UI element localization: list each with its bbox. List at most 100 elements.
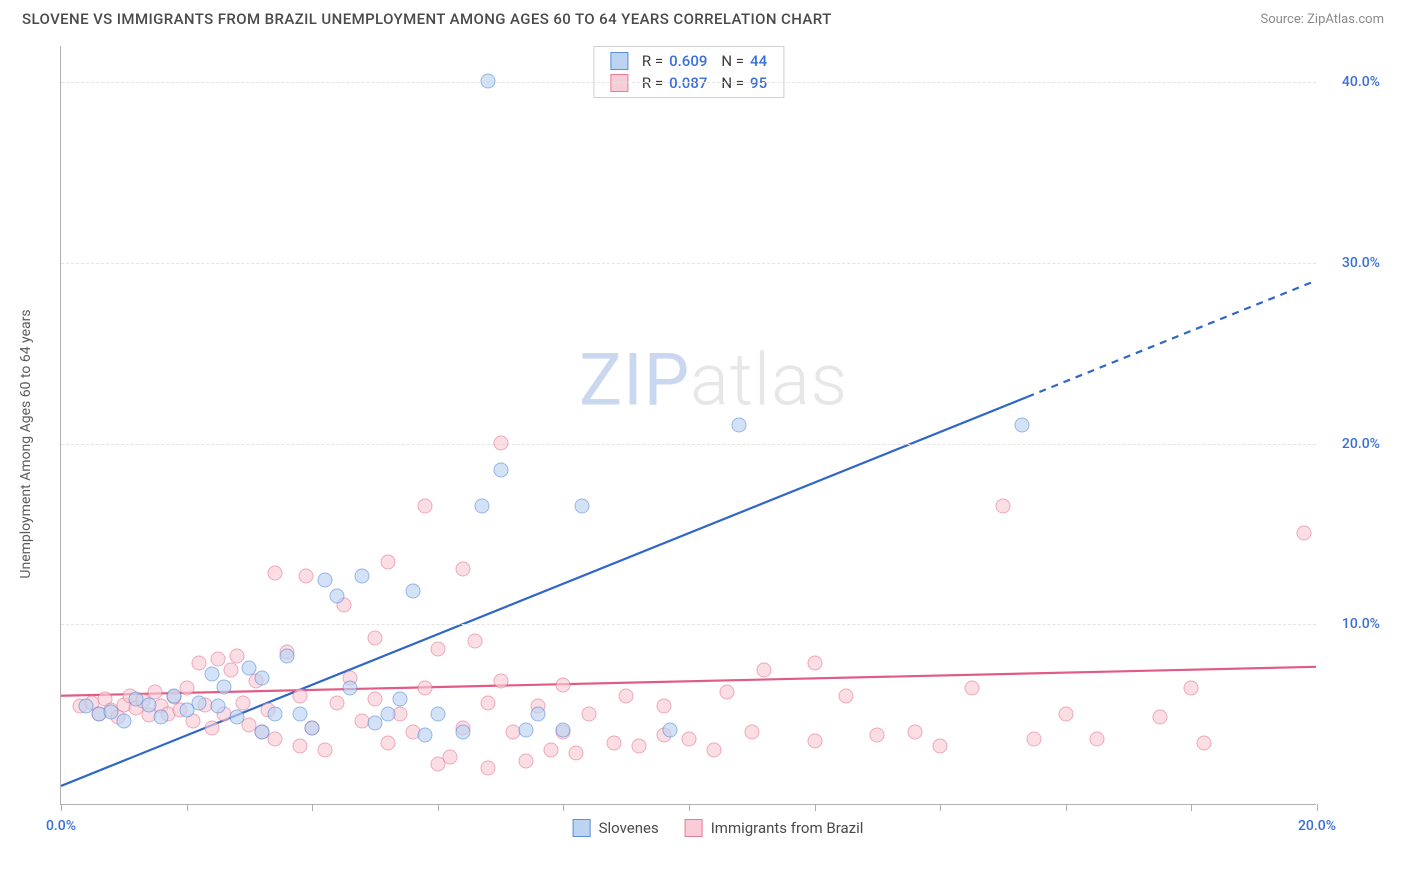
x-tick-mark: [61, 804, 62, 811]
scatter-point: [732, 417, 747, 432]
scatter-point: [606, 735, 621, 750]
scatter-point: [192, 656, 207, 671]
scatter-point: [493, 462, 508, 477]
bottom-legend: Slovenes Immigrants from Brazil: [573, 819, 864, 837]
chart-area: Unemployment Among Ages 60 to 64 years Z…: [48, 46, 1388, 841]
scatter-point: [229, 710, 244, 725]
scatter-point: [223, 663, 238, 678]
legend-swatch: [573, 819, 591, 837]
x-tick-mark: [438, 804, 439, 811]
x-tick-mark: [940, 804, 941, 811]
scatter-point: [481, 695, 496, 710]
scatter-point: [418, 681, 433, 696]
scatter-point: [996, 498, 1011, 513]
stats-legend-box: R =0.609N =44R =0.087N =95: [593, 46, 784, 98]
scatter-point: [330, 589, 345, 604]
scatter-point: [317, 742, 332, 757]
scatter-point: [342, 681, 357, 696]
x-tick-mark: [312, 804, 313, 811]
watermark-part1: ZIP: [579, 337, 690, 422]
scatter-point: [380, 706, 395, 721]
scatter-point: [757, 663, 772, 678]
scatter-point: [217, 679, 232, 694]
stats-row: R =0.609N =44: [594, 50, 783, 72]
stat-r: R =0.609: [642, 52, 707, 70]
gridline: [61, 263, 1316, 264]
scatter-point: [167, 688, 182, 703]
scatter-point: [619, 688, 634, 703]
scatter-point: [430, 706, 445, 721]
scatter-point: [908, 724, 923, 739]
scatter-point: [493, 435, 508, 450]
x-tick-mark: [1066, 804, 1067, 811]
y-tick-label: 30.0%: [1342, 255, 1380, 271]
scatter-point: [682, 731, 697, 746]
scatter-point: [556, 677, 571, 692]
scatter-point: [141, 697, 156, 712]
scatter-point: [964, 681, 979, 696]
x-tick-mark: [563, 804, 564, 811]
scatter-point: [468, 634, 483, 649]
scatter-point: [807, 656, 822, 671]
scatter-point: [154, 710, 169, 725]
scatter-point: [430, 641, 445, 656]
chart-title: SLOVENE VS IMMIGRANTS FROM BRAZIL UNEMPL…: [22, 10, 832, 28]
gridline: [61, 624, 1316, 625]
scatter-point: [443, 750, 458, 765]
trend-line-extrapolated: [1027, 281, 1316, 397]
scatter-point: [575, 498, 590, 513]
scatter-point: [267, 706, 282, 721]
scatter-point: [254, 724, 269, 739]
x-tick-mark: [187, 804, 188, 811]
legend-label: Immigrants from Brazil: [711, 819, 864, 837]
scatter-point: [719, 684, 734, 699]
scatter-point: [1014, 417, 1029, 432]
x-tick-mark: [1191, 804, 1192, 811]
scatter-point: [368, 630, 383, 645]
gridline: [61, 444, 1316, 445]
scatter-point: [1196, 735, 1211, 750]
scatter-point: [474, 498, 489, 513]
scatter-point: [280, 648, 295, 663]
x-tick-mark: [1317, 804, 1318, 811]
scatter-point: [455, 724, 470, 739]
x-tick-mark: [689, 804, 690, 811]
scatter-point: [418, 498, 433, 513]
scatter-point: [368, 692, 383, 707]
scatter-point: [493, 674, 508, 689]
x-tick-label: 20.0%: [1298, 818, 1336, 834]
scatter-point: [292, 739, 307, 754]
y-tick-label: 40.0%: [1342, 74, 1380, 90]
scatter-point: [839, 688, 854, 703]
scatter-point: [330, 695, 345, 710]
scatter-point: [305, 721, 320, 736]
scatter-point: [192, 695, 207, 710]
scatter-point: [418, 728, 433, 743]
title-bar: SLOVENE VS IMMIGRANTS FROM BRAZIL UNEMPL…: [0, 0, 1406, 34]
x-tick-mark: [815, 804, 816, 811]
scatter-point: [380, 735, 395, 750]
scatter-point: [870, 728, 885, 743]
scatter-point: [267, 565, 282, 580]
scatter-point: [380, 554, 395, 569]
source-label: Source: ZipAtlas.com: [1260, 12, 1384, 27]
scatter-point: [707, 742, 722, 757]
scatter-point: [556, 722, 571, 737]
scatter-point: [568, 746, 583, 761]
y-axis-label: Unemployment Among Ages 60 to 64 years: [18, 309, 34, 578]
legend-item: Immigrants from Brazil: [685, 819, 864, 837]
scatter-point: [254, 670, 269, 685]
legend-item: Slovenes: [573, 819, 659, 837]
legend-swatch: [685, 819, 703, 837]
watermark: ZIPatlas: [579, 337, 848, 422]
scatter-point: [1058, 706, 1073, 721]
scatter-point: [543, 742, 558, 757]
scatter-point: [1153, 710, 1168, 725]
scatter-point: [631, 739, 646, 754]
legend-label: Slovenes: [599, 819, 659, 837]
scatter-point: [518, 753, 533, 768]
scatter-point: [531, 706, 546, 721]
scatter-point: [211, 699, 226, 714]
scatter-point: [1184, 681, 1199, 696]
scatter-point: [656, 699, 671, 714]
